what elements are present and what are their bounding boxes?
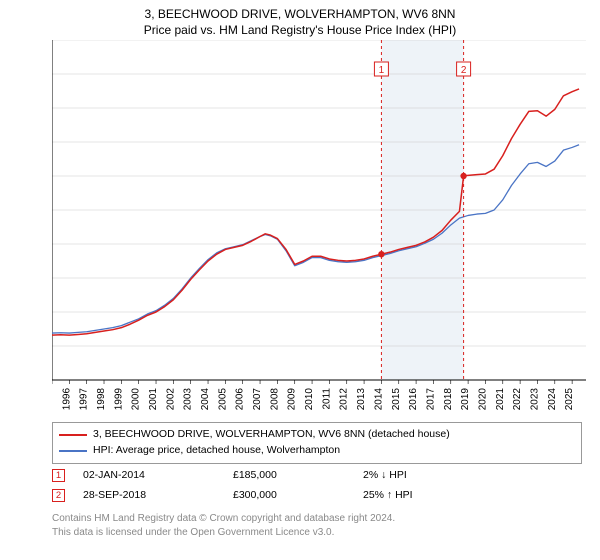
svg-text:2024: 2024	[547, 388, 558, 410]
svg-text:2003: 2003	[183, 388, 194, 410]
footnote-line-1: Contains HM Land Registry data © Crown c…	[52, 512, 582, 526]
svg-text:2023: 2023	[529, 388, 540, 410]
marker-badge-1: 1	[52, 469, 65, 482]
legend-box: 3, BEECHWOOD DRIVE, WOLVERHAMPTON, WV6 8…	[52, 422, 582, 464]
transaction-pct-2: 25% ↑ HPI	[363, 489, 453, 501]
svg-text:2014: 2014	[373, 388, 384, 410]
chart-container: 3, BEECHWOOD DRIVE, WOLVERHAMPTON, WV6 8…	[0, 0, 600, 560]
svg-text:2004: 2004	[200, 388, 211, 410]
footnote-line-2: This data is licensed under the Open Gov…	[52, 526, 582, 540]
svg-text:2013: 2013	[356, 388, 367, 410]
svg-text:2011: 2011	[321, 388, 332, 410]
svg-text:2008: 2008	[269, 388, 280, 410]
svg-text:1997: 1997	[79, 388, 90, 410]
legend-item-hpi: HPI: Average price, detached house, Wolv…	[59, 443, 575, 459]
svg-text:2019: 2019	[460, 388, 471, 410]
transaction-row-1: 1 02-JAN-2014 £185,000 2% ↓ HPI	[52, 465, 582, 485]
svg-text:2015: 2015	[391, 388, 402, 410]
svg-text:2001: 2001	[148, 388, 159, 410]
svg-text:2022: 2022	[512, 388, 523, 410]
svg-text:2018: 2018	[443, 388, 454, 410]
legend-swatch-hpi	[59, 450, 87, 452]
transaction-pct-1: 2% ↓ HPI	[363, 469, 453, 481]
legend-label-property: 3, BEECHWOOD DRIVE, WOLVERHAMPTON, WV6 8…	[93, 427, 450, 443]
svg-text:2006: 2006	[235, 388, 246, 410]
svg-text:2000: 2000	[131, 388, 142, 410]
svg-text:2020: 2020	[477, 388, 488, 410]
legend-item-property: 3, BEECHWOOD DRIVE, WOLVERHAMPTON, WV6 8…	[59, 427, 575, 443]
legend-label-hpi: HPI: Average price, detached house, Wolv…	[93, 443, 340, 459]
svg-text:2010: 2010	[304, 388, 315, 410]
chart-svg: £0£50K£100K£150K£200K£250K£300K£350K£400…	[52, 40, 586, 410]
svg-text:2025: 2025	[564, 388, 575, 410]
marker-badge-2: 2	[52, 489, 65, 502]
footnote: Contains HM Land Registry data © Crown c…	[52, 512, 582, 539]
svg-text:2009: 2009	[287, 388, 298, 410]
chart-plot-area: £0£50K£100K£150K£200K£250K£300K£350K£400…	[52, 40, 586, 410]
svg-text:1995: 1995	[52, 388, 55, 410]
svg-text:2002: 2002	[165, 388, 176, 410]
chart-title: 3, BEECHWOOD DRIVE, WOLVERHAMPTON, WV6 8…	[0, 0, 600, 22]
svg-text:2016: 2016	[408, 388, 419, 410]
svg-text:1998: 1998	[96, 388, 107, 410]
svg-text:2005: 2005	[217, 388, 228, 410]
svg-text:1999: 1999	[113, 388, 124, 410]
svg-text:2: 2	[461, 65, 467, 76]
svg-text:2017: 2017	[425, 388, 436, 410]
transactions-table: 1 02-JAN-2014 £185,000 2% ↓ HPI 2 28-SEP…	[52, 465, 582, 505]
transaction-price-2: £300,000	[233, 489, 363, 501]
svg-text:1: 1	[379, 65, 385, 76]
transaction-price-1: £185,000	[233, 469, 363, 481]
transaction-date-1: 02-JAN-2014	[65, 469, 233, 481]
svg-text:2012: 2012	[339, 388, 350, 410]
transaction-row-2: 2 28-SEP-2018 £300,000 25% ↑ HPI	[52, 485, 582, 505]
transaction-date-2: 28-SEP-2018	[65, 489, 233, 501]
svg-text:1996: 1996	[61, 388, 72, 410]
legend-swatch-property	[59, 434, 87, 436]
svg-text:2007: 2007	[252, 388, 263, 410]
svg-text:2021: 2021	[495, 388, 506, 410]
chart-subtitle: Price paid vs. HM Land Registry's House …	[0, 22, 600, 38]
